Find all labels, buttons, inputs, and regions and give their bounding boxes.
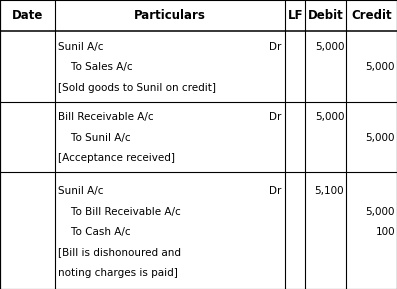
Text: [Acceptance received]: [Acceptance received]	[58, 153, 175, 163]
Text: Dr: Dr	[270, 186, 282, 197]
Text: [Bill is dishonoured and: [Bill is dishonoured and	[58, 248, 181, 257]
Text: [Sold goods to Sunil on credit]: [Sold goods to Sunil on credit]	[58, 83, 216, 93]
Text: 5,000: 5,000	[366, 133, 395, 143]
Text: To Bill Receivable A/c: To Bill Receivable A/c	[58, 207, 181, 217]
Text: To Sunil A/c: To Sunil A/c	[58, 133, 131, 143]
Text: 5,000: 5,000	[315, 42, 344, 52]
Text: 5,100: 5,100	[314, 186, 344, 197]
Text: Debit: Debit	[308, 9, 344, 22]
Text: Bill Receivable A/c: Bill Receivable A/c	[58, 112, 154, 122]
Text: noting charges is paid]: noting charges is paid]	[58, 268, 178, 278]
Text: 5,000: 5,000	[366, 62, 395, 73]
Text: To Sales A/c: To Sales A/c	[58, 62, 133, 73]
Text: Dr: Dr	[270, 42, 282, 52]
Text: Credit: Credit	[351, 9, 392, 22]
Text: LF: LF	[287, 9, 303, 22]
Text: To Cash A/c: To Cash A/c	[58, 227, 131, 237]
Text: 5,000: 5,000	[315, 112, 344, 122]
Text: 5,000: 5,000	[366, 207, 395, 217]
Text: Particulars: Particulars	[134, 9, 206, 22]
Text: 100: 100	[376, 227, 395, 237]
Text: Sunil A/c: Sunil A/c	[58, 186, 104, 197]
Text: Sunil A/c: Sunil A/c	[58, 42, 104, 52]
Text: Date: Date	[12, 9, 43, 22]
Text: Dr: Dr	[270, 112, 282, 122]
